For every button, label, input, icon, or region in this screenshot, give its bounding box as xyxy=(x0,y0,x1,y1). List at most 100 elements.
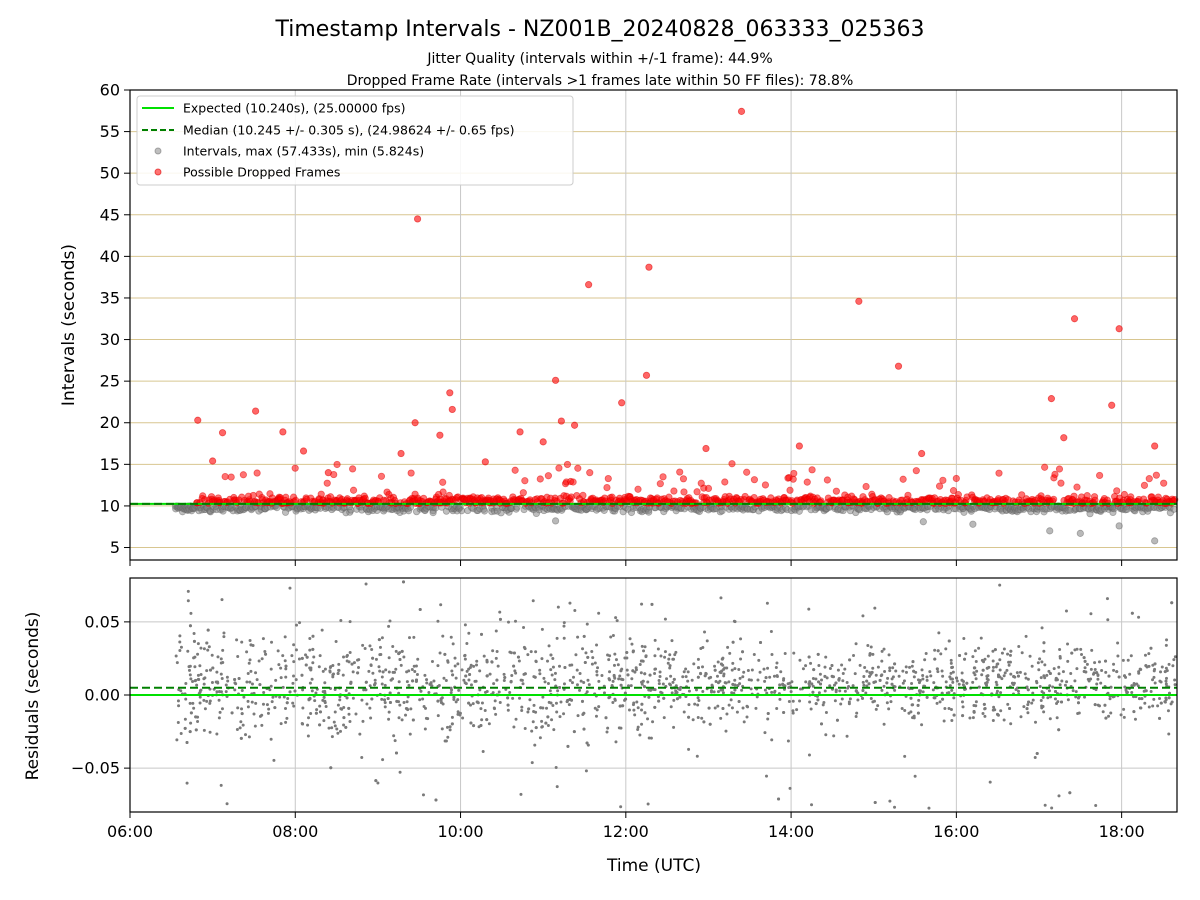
residual-point xyxy=(533,743,537,747)
residual-point xyxy=(620,677,624,681)
residual-point xyxy=(342,655,346,659)
residual-point xyxy=(1117,675,1121,679)
residual-point xyxy=(260,723,264,727)
residual-point xyxy=(801,667,805,671)
residual-point xyxy=(759,641,763,645)
residual-point xyxy=(585,741,589,745)
residual-point xyxy=(495,678,499,682)
residual-point xyxy=(708,722,712,726)
residual-point xyxy=(940,669,944,673)
residual-point xyxy=(210,680,214,684)
residual-point xyxy=(352,661,356,665)
residual-point xyxy=(328,669,332,673)
residual-point xyxy=(260,657,264,661)
residual-point xyxy=(439,603,443,607)
residual-point xyxy=(1085,662,1089,666)
residual-point xyxy=(687,747,691,751)
residuals-y-tick-label: −0.05 xyxy=(71,759,120,778)
residual-point xyxy=(348,620,352,624)
residual-point xyxy=(189,721,193,725)
interval-point xyxy=(1046,527,1054,535)
residual-point xyxy=(456,662,460,666)
residual-point xyxy=(357,658,361,662)
residual-point xyxy=(971,716,975,720)
residual-point xyxy=(1164,679,1168,683)
residual-point xyxy=(713,706,717,710)
residual-point xyxy=(880,659,884,663)
residual-point xyxy=(670,691,674,695)
residual-point xyxy=(697,698,701,702)
residual-point xyxy=(248,639,252,643)
residual-point xyxy=(742,670,746,674)
dropped-frame-point xyxy=(1051,470,1059,478)
residual-point xyxy=(854,642,858,646)
interval-point xyxy=(1115,522,1123,530)
residual-point xyxy=(918,678,922,682)
residual-point xyxy=(294,648,298,652)
residual-point xyxy=(623,691,627,695)
residual-point xyxy=(778,683,782,687)
residual-point xyxy=(731,661,735,665)
residual-point xyxy=(841,672,845,676)
residual-point xyxy=(374,779,378,783)
residual-point xyxy=(783,684,787,688)
residual-point xyxy=(254,701,258,705)
residual-point xyxy=(196,677,200,681)
residual-point xyxy=(756,678,760,682)
residual-point xyxy=(449,635,453,639)
dropped-frame-point xyxy=(1057,479,1065,487)
residual-point xyxy=(726,645,730,649)
residual-point xyxy=(215,690,219,694)
residual-point xyxy=(1002,647,1006,651)
residual-point xyxy=(334,640,338,644)
residual-point xyxy=(737,699,741,703)
residual-point xyxy=(1158,679,1162,683)
residual-point xyxy=(478,688,482,692)
residual-point xyxy=(607,658,611,662)
residual-point xyxy=(942,719,946,723)
dropped-frame-point xyxy=(333,460,341,469)
dropped-frame-point xyxy=(1018,491,1026,499)
residual-point xyxy=(448,725,452,729)
residual-point xyxy=(795,708,799,712)
dropped-frame-point xyxy=(516,428,524,436)
residual-point xyxy=(184,681,188,685)
residual-point xyxy=(301,706,305,710)
dropped-frame-point xyxy=(544,472,552,480)
residual-point xyxy=(1026,688,1030,692)
residual-point xyxy=(174,654,178,658)
residual-point xyxy=(193,665,197,669)
residual-point xyxy=(647,736,651,740)
residual-point xyxy=(1139,706,1143,710)
residual-point xyxy=(364,582,368,586)
residual-point xyxy=(369,716,373,720)
residual-point xyxy=(439,701,443,705)
residual-point xyxy=(220,707,224,711)
residual-point xyxy=(818,672,822,676)
residual-point xyxy=(454,676,458,680)
residual-point xyxy=(322,695,326,699)
residual-point xyxy=(840,663,844,667)
residual-point xyxy=(452,695,456,699)
residual-point xyxy=(503,676,507,680)
residual-point xyxy=(506,708,510,712)
residual-point xyxy=(341,673,345,677)
residual-point xyxy=(640,722,644,726)
residual-point xyxy=(348,650,352,654)
dropped-frame-point xyxy=(323,479,331,487)
residual-point xyxy=(1124,687,1128,691)
residual-point xyxy=(782,710,786,714)
residual-point xyxy=(713,664,717,668)
residual-point xyxy=(991,719,995,723)
residual-point xyxy=(1041,695,1045,699)
residual-point xyxy=(1164,666,1168,670)
residual-point xyxy=(936,670,940,674)
residual-point xyxy=(451,642,455,646)
residual-point xyxy=(196,642,200,646)
residual-point xyxy=(189,711,193,715)
residual-point xyxy=(331,673,335,677)
residual-point xyxy=(283,635,287,639)
residual-point xyxy=(1137,697,1141,701)
residual-point xyxy=(791,709,795,713)
residual-point xyxy=(584,769,588,773)
